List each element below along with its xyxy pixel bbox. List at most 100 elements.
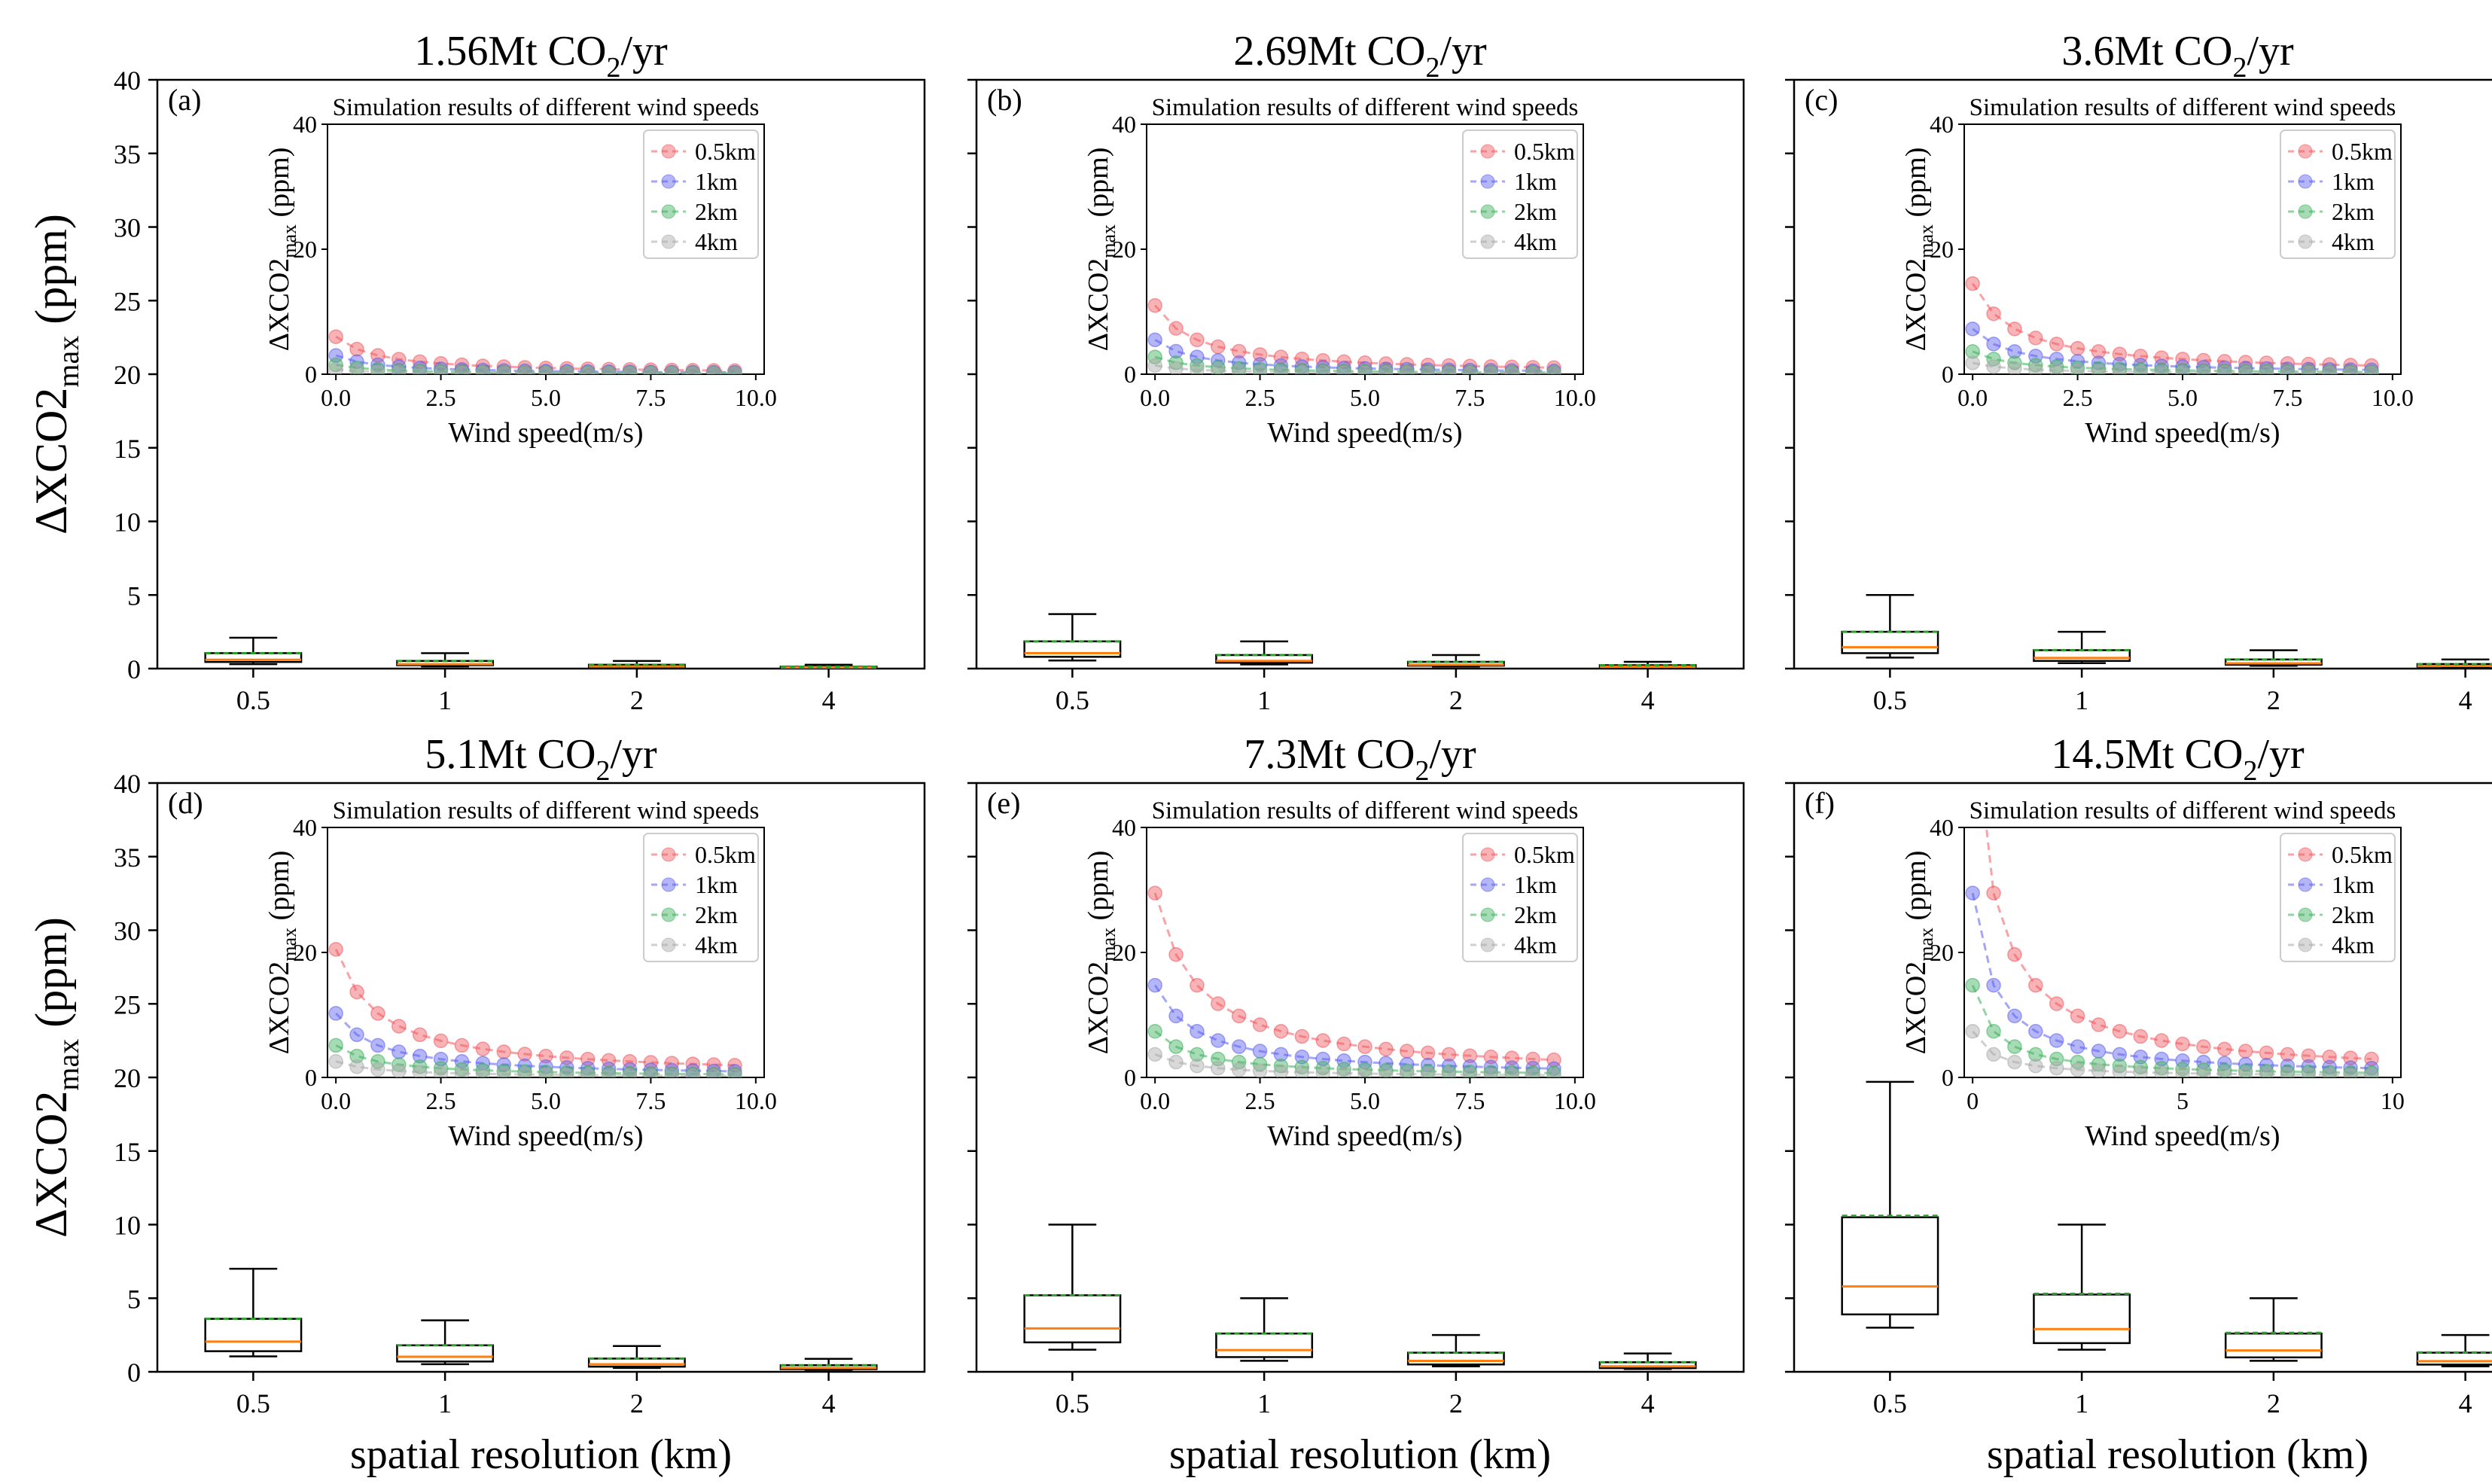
panel-label: (a)	[168, 83, 201, 117]
inset-x-tick-label: 0.0	[321, 1087, 351, 1114]
series-point-4km	[1190, 1058, 1205, 1074]
series-point-1km	[454, 1054, 470, 1069]
series-line-1km	[1154, 339, 1555, 373]
series-point-2km	[1168, 1039, 1184, 1054]
series-point-4km	[1400, 365, 1415, 374]
legend-label: 0.5km	[2332, 138, 2393, 165]
series-point-1km	[2301, 1059, 2317, 1074]
series-point-1km	[1211, 1033, 1226, 1048]
series-point-4km	[1252, 364, 1268, 374]
inset-x-tick-label: 5.0	[1350, 384, 1380, 411]
series-point-4km	[2175, 1065, 2190, 1077]
series-point-1km	[2112, 1047, 2128, 1062]
y-tick-label: 30	[114, 213, 141, 243]
series-point-4km	[2322, 1067, 2337, 1077]
inset-x-axis-label: Wind speed(m/s)	[1267, 417, 1462, 449]
series-point-4km	[1965, 355, 1980, 370]
series-point-2km	[370, 1054, 385, 1069]
series-point-4km	[1546, 366, 1561, 374]
series-point-2km	[2028, 1047, 2043, 1062]
series-point-4km	[2217, 1066, 2232, 1077]
series-line-2km	[1971, 984, 2372, 1074]
series-point-4km	[1315, 364, 1330, 374]
series-point-4km	[1546, 1068, 1561, 1077]
x-tick-label: 0.5	[1056, 685, 1089, 715]
series-point-2km	[2007, 1039, 2022, 1054]
inset-legend: 0.5km 1km 2km 4km	[2280, 130, 2396, 259]
legend-marker	[2298, 234, 2313, 249]
series-point-0.5km	[1400, 357, 1415, 372]
series-point-0.5km	[1273, 1023, 1289, 1039]
series-point-4km	[2196, 1066, 2211, 1077]
series-point-4km	[2196, 364, 2211, 374]
series-point-4km	[517, 1067, 532, 1077]
inset-x-tick-label: 0.0	[321, 384, 351, 411]
legend-marker	[2298, 847, 2313, 862]
y-tick-label: 0	[127, 654, 141, 684]
series-point-1km	[370, 1038, 385, 1053]
series-point-0.5km	[1379, 1041, 1394, 1057]
inset-y-axis-label: ΔXCO2max (ppm)	[264, 851, 300, 1055]
inset-plot-area	[1147, 885, 1561, 1077]
series-point-4km	[1336, 365, 1351, 374]
series-point-0.5km	[2070, 340, 2085, 356]
series-point-4km	[1231, 1062, 1247, 1077]
inset-title: Simulation results of different wind spe…	[333, 94, 760, 121]
series-point-4km	[2343, 365, 2358, 374]
inset-x-tick-label: 0.0	[1140, 1087, 1170, 1114]
series-point-1km	[1147, 332, 1162, 348]
series-point-4km	[1986, 1047, 2001, 1062]
inset-x-tick-label: 5.0	[2168, 384, 2198, 411]
series-point-0.5km	[349, 342, 364, 357]
series-point-4km	[1379, 365, 1394, 374]
series-point-4km	[2301, 1067, 2317, 1077]
inset-x-tick-label: 0.0	[1140, 384, 1170, 411]
box-4	[1598, 1352, 1697, 1370]
series-point-4km	[1986, 359, 2001, 374]
inset-legend: 0.5km 1km 2km 4km	[2280, 833, 2396, 962]
legend-marker	[661, 174, 676, 189]
series-point-4km	[1441, 1067, 1457, 1077]
legend-label: 1km	[695, 871, 738, 898]
box-2	[1406, 654, 1505, 668]
legend-marker	[661, 877, 676, 892]
box-iqr	[1215, 1332, 1314, 1358]
series-point-0.5km	[1294, 1028, 1310, 1044]
series-point-4km	[1462, 1067, 1478, 1077]
legend-label: 4km	[695, 931, 738, 958]
legend-marker	[2298, 204, 2313, 219]
legend-label: 0.5km	[1514, 841, 1575, 868]
inset-y-tick-label: 20	[293, 236, 317, 263]
series-line-4km	[1154, 1053, 1555, 1077]
series-point-2km	[1294, 1059, 1310, 1075]
series-point-4km	[580, 366, 596, 374]
inset-y-tick-label: 20	[1112, 939, 1136, 966]
inset-y-tick-label: 0	[1124, 361, 1136, 388]
legend-marker	[661, 847, 676, 862]
series-line-2km	[1154, 355, 1555, 374]
series-point-0.5km	[1420, 1045, 1436, 1061]
series-point-1km	[328, 1006, 343, 1021]
inset-legend: 0.5km 1km 2km 4km	[1462, 833, 1578, 962]
series-point-4km	[433, 365, 449, 374]
series-point-4km	[1147, 1047, 1162, 1062]
panel-label: (f)	[1805, 786, 1835, 820]
series-point-0.5km	[1211, 996, 1226, 1011]
legend-frame	[2280, 833, 2396, 962]
series-point-4km	[2007, 1054, 2022, 1070]
series-point-0.5km	[601, 1053, 617, 1068]
legend-label: 1km	[695, 168, 738, 195]
series-point-2km	[1965, 977, 1980, 993]
series-point-4km	[1357, 365, 1372, 374]
series-point-4km	[2049, 1060, 2064, 1076]
x-tick-label: 1	[438, 1388, 452, 1418]
series-point-4km	[475, 365, 491, 374]
legend-label: 0.5km	[1514, 138, 1575, 165]
panel-label: (d)	[168, 786, 203, 820]
series-point-1km	[1147, 977, 1162, 993]
inset-x-tick-label: 10.0	[2372, 384, 2414, 411]
inset-title: Simulation results of different wind spe…	[1152, 797, 1579, 824]
legend-marker	[661, 204, 676, 219]
series-point-4km	[706, 1068, 721, 1077]
series-point-1km	[2133, 1050, 2148, 1065]
